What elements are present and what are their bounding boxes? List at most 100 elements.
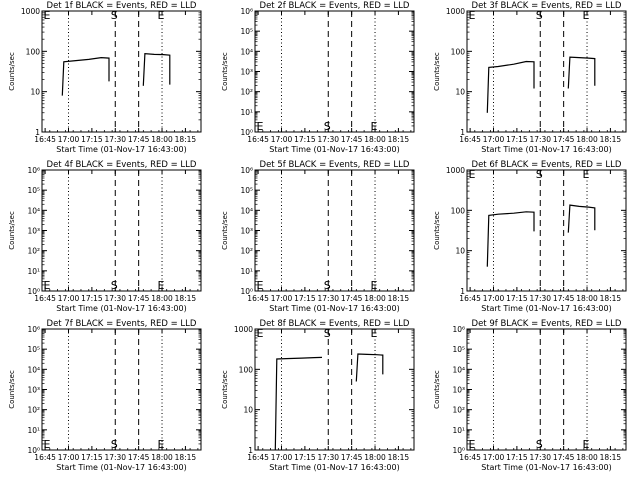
marker-label-s: S [111,279,118,292]
marker-label-s: S [111,9,118,22]
plot-frame [254,10,415,133]
y-tick-label: 1000 [446,7,465,16]
marker-label-s: S [536,9,543,22]
series-events-segment-1 [61,56,110,96]
x-tick-label: 17:15 [506,294,528,303]
x-tick-label: 18:00 [364,294,386,303]
y-tick-label: 10⁶ [27,166,40,175]
y-tick-label: 10 [455,247,465,256]
y-tick-label: 10⁰ [452,446,465,455]
y-tick-label: 10¹ [240,108,253,117]
panel-title: Det 7f BLACK = Events, RED = LLD [47,319,197,329]
marker-label-e-left: E [257,279,264,292]
y-axis-label: Counts/sec [221,370,229,409]
marker-label-s: S [536,438,543,451]
y-tick-label: 10⁴ [27,206,40,215]
series-events-segment-2 [142,52,171,86]
x-tick-label: 16:45 [34,453,56,462]
x-tick-label: 17:00 [271,135,293,144]
y-tick-label: 10⁶ [452,325,465,334]
x-tick-label: 17:15 [81,453,103,462]
x-tick-label: 18:15 [600,135,622,144]
x-axis-label: Start Time (01-Nov-17 16:43:00) [56,145,186,154]
x-tick-label: 17:15 [294,453,316,462]
y-tick-label: 10⁶ [240,166,253,175]
marker-label-e-left: E [44,9,51,22]
y-tick-label: 10⁶ [240,7,253,16]
x-tick-label: 18:00 [576,135,598,144]
x-tick-label: 18:15 [600,294,622,303]
y-tick-label: 10⁵ [452,345,465,354]
x-tick-label: 18:00 [151,453,173,462]
y-tick-label: 1 [248,446,253,455]
y-tick-label: 10⁶ [27,325,40,334]
x-tick-label: 17:30 [104,294,126,303]
y-tick-label: 100 [451,206,466,215]
x-tick-label: 17:45 [553,135,575,144]
y-tick-label: 10⁵ [240,186,253,195]
x-tick-label: 18:15 [388,135,410,144]
y-axis-label: Counts/sec [433,211,441,250]
panel-title: Det 6f BLACK = Events, RED = LLD [472,160,622,170]
panel-title: Det 3f BLACK = Events, RED = LLD [472,1,622,11]
y-tick-label: 100 [451,47,466,56]
x-tick-label: 17:00 [483,294,505,303]
y-tick-label: 10² [240,247,253,256]
y-tick-label: 100 [26,47,41,56]
x-axis-label: Start Time (01-Nov-17 16:43:00) [269,304,399,313]
y-tick-label: 10² [452,406,465,415]
panel-title: Det 9f BLACK = Events, RED = LLD [472,319,622,329]
marker-label-e: E [371,327,378,340]
x-tick-label: 17:30 [529,453,551,462]
x-tick-label: 18:00 [364,135,386,144]
x-axis-label: Start Time (01-Nov-17 16:43:00) [481,145,611,154]
x-tick-label: 18:15 [388,453,410,462]
x-tick-label: 16:45 [247,294,269,303]
panel-title: Det 2f BLACK = Events, RED = LLD [260,1,410,11]
series-events-segment-2 [355,353,384,382]
x-tick-label: 17:00 [58,453,80,462]
x-tick-label: 17:00 [58,135,80,144]
marker-label-s: S [536,168,543,181]
y-tick-label: 10⁰ [27,446,40,455]
x-tick-label: 17:00 [271,453,293,462]
y-tick-label: 10³ [27,386,40,395]
x-tick-label: 17:15 [294,135,316,144]
y-tick-label: 10 [30,88,40,97]
x-tick-label: 17:45 [553,294,575,303]
y-tick-label: 10⁰ [240,287,253,296]
x-tick-label: 17:15 [506,135,528,144]
y-tick-label: 1 [35,128,40,137]
y-tick-label: 10³ [240,227,253,236]
marker-label-s: S [324,279,331,292]
y-axis-label: Counts/sec [433,370,441,409]
x-tick-label: 18:15 [175,294,197,303]
panel-title: Det 8f BLACK = Events, RED = LLD [260,319,410,329]
marker-label-e: E [583,438,590,451]
marker-label-s: S [111,438,118,451]
x-tick-label: 17:45 [553,453,575,462]
marker-label-e-left: E [469,9,476,22]
marker-label-e: E [158,438,165,451]
y-axis-label: Counts/sec [221,52,229,91]
x-tick-label: 17:45 [341,453,363,462]
y-tick-label: 10⁴ [240,47,253,56]
marker-label-e-left: E [44,438,51,451]
y-tick-label: 10² [27,406,40,415]
marker-label-e-left: E [44,279,51,292]
y-tick-label: 10⁵ [240,27,253,36]
marker-label-s: S [324,120,331,133]
x-tick-label: 17:45 [128,135,150,144]
marker-label-e-left: E [469,438,476,451]
x-tick-label: 18:00 [151,294,173,303]
plot-frame [41,169,202,292]
x-axis-label: Start Time (01-Nov-17 16:43:00) [269,145,399,154]
y-tick-label: 10² [27,247,40,256]
series-events-segment-1 [486,60,535,113]
series-events-segment-1 [486,211,535,267]
